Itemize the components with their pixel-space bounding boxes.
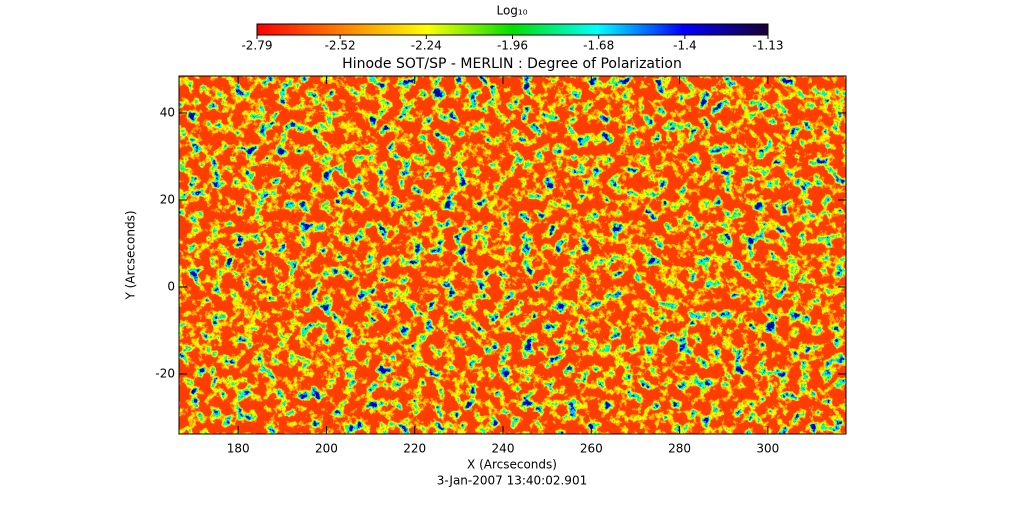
y-tick-label: 40: [160, 105, 175, 119]
x-axis-label: X (Arcseconds): [467, 458, 557, 472]
colorbar-tick-label: -1.4: [673, 39, 696, 53]
plot-frame: [178, 75, 847, 435]
colorbar-label: Log₁₀: [496, 4, 527, 18]
colorbar-tick-label: -1.96: [497, 39, 528, 53]
x-tick-label: 200: [315, 442, 338, 456]
polarization-map: [179, 76, 846, 434]
colorbar-tick-label: -1.68: [583, 39, 614, 53]
colorbar-tick-label: -1.13: [752, 39, 783, 53]
x-tick-label: 220: [403, 442, 426, 456]
colorbar-tick-label: -2.52: [325, 39, 356, 53]
colorbar-tick-label: -2.24: [411, 39, 442, 53]
footer-date: 3-Jan-2007 13:40:02.901: [437, 474, 587, 488]
x-tick-label: 260: [580, 442, 603, 456]
x-tick-label: 280: [668, 442, 691, 456]
chart-title: Hinode SOT/SP - MERLIN : Degree of Polar…: [342, 56, 682, 72]
x-tick-label: 240: [492, 442, 515, 456]
y-tick-label: 20: [160, 192, 175, 206]
y-tick-label: 0: [167, 279, 175, 293]
colorbar: [256, 23, 769, 36]
colorbar-tick-label: -2.79: [241, 39, 272, 53]
x-tick-label: 180: [227, 442, 250, 456]
y-tick-label: -20: [155, 366, 175, 380]
x-tick-label: 300: [756, 442, 779, 456]
y-axis-label: Y (Arcseconds): [124, 210, 138, 300]
